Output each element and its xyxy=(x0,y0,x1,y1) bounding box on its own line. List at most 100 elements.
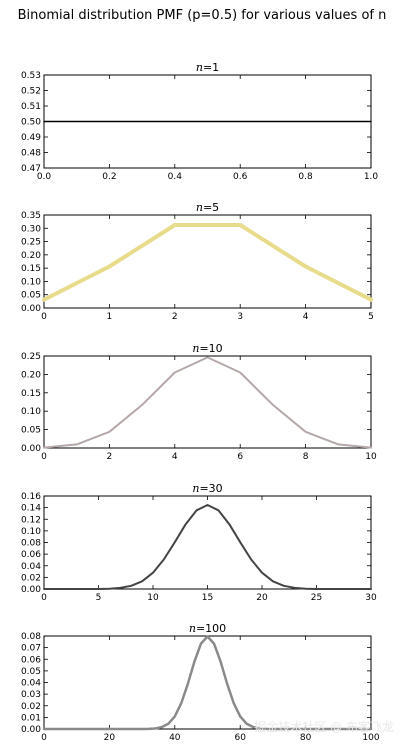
panel-title: n=10 xyxy=(192,342,222,355)
y-tick-label: 0.30 xyxy=(21,224,41,234)
y-tick-label: 0.08 xyxy=(21,539,41,549)
y-tick-label: 0.12 xyxy=(21,515,41,525)
y-tick-label: 0.04 xyxy=(21,562,41,572)
x-tick-label: 2 xyxy=(172,312,178,322)
y-tick-label: 0.07 xyxy=(21,644,41,654)
panel-title: n=30 xyxy=(192,482,222,495)
x-tick-label: 10 xyxy=(147,593,159,603)
y-tick-label: 0.51 xyxy=(21,102,41,112)
series-line xyxy=(43,504,372,590)
axes-frame xyxy=(43,355,372,449)
x-tick-label: 20 xyxy=(104,733,116,743)
x-tick-label: 10 xyxy=(365,452,377,462)
panel-title-var: n xyxy=(192,342,199,355)
y-tick-label: 0.00 xyxy=(21,444,41,454)
y-tick-label: 0.01 xyxy=(21,713,41,723)
x-tick-label: 30 xyxy=(365,593,377,603)
x-tick-label: 0.6 xyxy=(233,172,248,182)
y-tick-label: 0.25 xyxy=(21,352,41,362)
y-tick-label: 0.20 xyxy=(21,370,41,380)
y-tick-label: 0.49 xyxy=(21,133,41,143)
y-tick-label: 0.06 xyxy=(21,655,41,665)
x-tick-label: 20 xyxy=(256,593,268,603)
panel-title: n=5 xyxy=(196,201,219,214)
x-tick-label: 3 xyxy=(237,312,243,322)
y-tick-label: 0.10 xyxy=(21,407,41,417)
x-tick-label: 0 xyxy=(41,593,47,603)
x-tick-label: 0.8 xyxy=(298,172,313,182)
y-tick-label: 0.15 xyxy=(21,389,41,399)
x-tick-label: 2 xyxy=(107,452,113,462)
x-tick-label: 0.4 xyxy=(168,172,183,182)
panel-title: n=100 xyxy=(189,622,226,635)
x-tick-label: 8 xyxy=(303,452,309,462)
y-tick-label: 0.10 xyxy=(21,277,41,287)
panel-title-value: =10 xyxy=(199,342,222,355)
y-tick-label: 0.00 xyxy=(21,304,41,314)
x-tick-label: 1.0 xyxy=(364,172,379,182)
y-tick-label: 0.25 xyxy=(21,238,41,248)
x-tick-label: 0 xyxy=(41,733,47,743)
y-tick-label: 0.14 xyxy=(21,504,41,514)
y-tick-label: 0.00 xyxy=(21,585,41,595)
panel-title-value: =30 xyxy=(199,482,222,495)
x-tick-label: 80 xyxy=(300,733,312,743)
y-tick-label: 0.02 xyxy=(21,573,41,583)
panel-n1: n=1 0.0 0.2 0.4 0.6 0.8 1.0 0.47 0.48 0.49 0.50 0.5… xyxy=(21,61,378,182)
axes-frame xyxy=(43,635,372,730)
y-tick-label: 0.06 xyxy=(21,550,41,560)
x-tick-label: 100 xyxy=(362,733,379,743)
series-line xyxy=(42,223,373,302)
series-line xyxy=(42,635,373,731)
x-tick-label: 40 xyxy=(169,733,181,743)
panel-title-var: n xyxy=(192,482,199,495)
panel-n5: n=5 0 1 2 3 4 5 0.00 0.05 0.10 0.15 0.20 0.25 0.30 0.3… xyxy=(21,201,374,322)
y-tick-label: 0.47 xyxy=(21,164,41,174)
x-tick-label: 1 xyxy=(107,312,113,322)
axes-frame xyxy=(43,495,372,590)
x-tick-label: 0.0 xyxy=(37,172,52,182)
panel-n10: n=10 0 2 4 6 8 10 0.00 0.05 0.10 0.15 0.20 0.25 xyxy=(21,342,377,462)
x-tick-label: 6 xyxy=(237,452,243,462)
x-tick-label: 0 xyxy=(41,452,47,462)
x-tick-label: 4 xyxy=(172,452,178,462)
y-tick-label: 0.20 xyxy=(21,251,41,261)
panel-n30: n=30 0 5 10 15 20 25 30 0.00 0.020.04 0.060.08 0.10… xyxy=(21,482,377,603)
x-tick-label: 60 xyxy=(234,733,246,743)
y-tick-label: 0.04 xyxy=(21,679,41,689)
x-tick-label: 0.2 xyxy=(102,172,116,182)
panel-title-var: n xyxy=(189,622,196,635)
y-tick-label: 0.15 xyxy=(21,264,41,274)
x-tick-label: 5 xyxy=(368,312,374,322)
panel-title-value: =5 xyxy=(203,201,219,214)
y-tick-label: 0.03 xyxy=(21,690,41,700)
y-tick-label: 0.50 xyxy=(21,118,41,128)
panel-title-value: =1 xyxy=(203,61,219,74)
y-tick-label: 0.05 xyxy=(21,667,41,677)
y-tick-label: 0.05 xyxy=(21,291,41,301)
y-tick-label: 0.48 xyxy=(21,149,41,159)
y-tick-label: 0.00 xyxy=(21,725,41,735)
panel-title-var: n xyxy=(196,61,203,74)
y-tick-label: 0.05 xyxy=(21,426,41,436)
x-tick-label: 15 xyxy=(202,593,213,603)
y-tick-label: 0.52 xyxy=(21,87,41,97)
x-tick-label: 25 xyxy=(311,593,322,603)
x-tick-label: 5 xyxy=(96,593,102,603)
panel-n100: n=100 0 20 40 60 80 100 0.00 0.010.02 0.030.04 0.0… xyxy=(21,622,380,743)
watermark: 掘金技术社区 @ 布客飞龙 xyxy=(254,720,394,734)
y-tick-label: 0.53 xyxy=(21,71,41,81)
y-tick-label: 0.35 xyxy=(21,211,41,221)
panel-title: n=1 xyxy=(196,61,219,74)
y-tick-label: 0.16 xyxy=(21,492,41,502)
series-line xyxy=(43,356,372,449)
y-tick-label: 0.10 xyxy=(21,527,41,537)
axes-frame xyxy=(43,214,372,309)
figure-title: Binomial distribution PMF (p=0.5) for va… xyxy=(18,8,387,23)
panel-title-var: n xyxy=(196,201,203,214)
y-tick-label: 0.02 xyxy=(21,702,41,712)
x-tick-label: 0 xyxy=(41,312,47,322)
y-tick-label: 0.08 xyxy=(21,632,41,642)
panel-title-value: =100 xyxy=(196,622,226,635)
